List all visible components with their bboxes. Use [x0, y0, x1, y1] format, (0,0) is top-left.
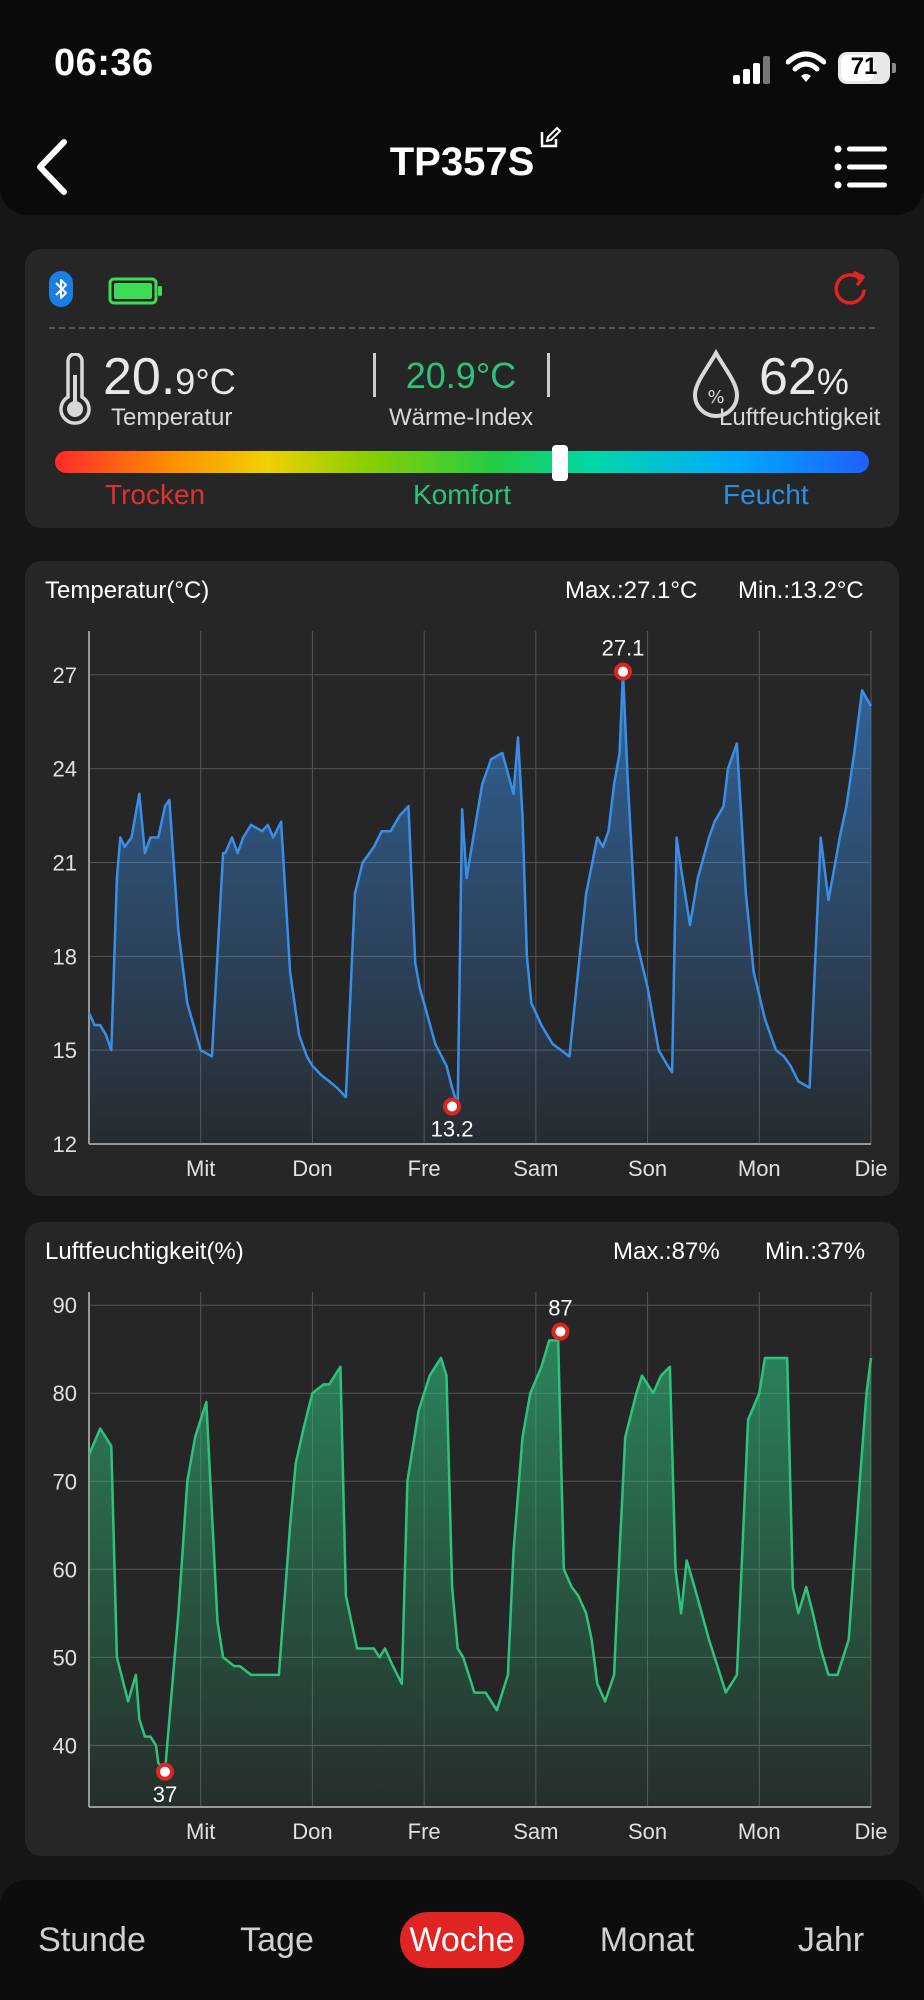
separator — [373, 353, 376, 397]
chart-max-label: Max.:27.1°C — [565, 577, 698, 604]
x-tick-label: Die — [854, 1156, 887, 1181]
y-tick-label: 18 — [53, 944, 77, 969]
divider — [49, 327, 875, 329]
temperature-value: 20.9°C — [103, 348, 236, 406]
chart-title: Temperatur(°C) — [45, 577, 210, 604]
x-tick-label: Sam — [513, 1819, 558, 1844]
heat-index-value: 20.9°C — [405, 355, 517, 396]
edit-name-icon[interactable] — [538, 126, 562, 150]
list-menu-icon — [834, 145, 887, 189]
battery-percent: 71 — [850, 53, 878, 80]
y-tick-label: 15 — [53, 1038, 77, 1063]
y-tick-label: 21 — [53, 850, 77, 875]
y-tick-label: 80 — [53, 1381, 77, 1406]
cellular-signal-icon — [733, 56, 773, 84]
max-marker — [613, 662, 632, 681]
temperature-chart[interactable]: 12 15 18 21 24 27 Mit Don Fre Sam Son Mon Die 27.1 13.… — [25, 561, 899, 1196]
temperature-label: Temperatur — [111, 404, 233, 431]
series-line — [87, 1339, 873, 1774]
series-area — [89, 1340, 871, 1807]
humidity-value: 62% — [759, 348, 849, 406]
x-tick-label: Mon — [738, 1156, 781, 1181]
thermometer-icon — [59, 353, 91, 425]
min-marker — [443, 1097, 462, 1116]
scale-label-dry: Trocken — [105, 479, 206, 510]
x-tick-label: Son — [628, 1819, 667, 1844]
comfort-scale-bar — [55, 451, 869, 473]
separator — [547, 353, 550, 397]
temperature-chart-card: Temperatur(°C) Max.:27.1°C Min.:13.2°C 1… — [25, 561, 899, 1196]
y-tick-label: 90 — [53, 1293, 77, 1318]
series-line — [87, 670, 873, 1108]
menu-button[interactable] — [834, 144, 888, 190]
humidity-drop-icon: % — [692, 349, 740, 418]
x-tick-label: Fre — [408, 1819, 441, 1844]
min-marker — [155, 1762, 174, 1781]
max-value-label: 27.1 — [602, 636, 645, 661]
refresh-icon[interactable] — [831, 269, 871, 309]
max-value-label: 87 — [548, 1296, 572, 1321]
chart-min-label: Min.:37% — [765, 1238, 866, 1265]
x-tick-label: Don — [292, 1156, 332, 1181]
humidity-chart[interactable]: 40 50 60 70 80 90 Mit Don Fre Sam Son Mon Die 87 37 — [25, 1222, 899, 1856]
x-tick-label: Fre — [408, 1156, 441, 1181]
battery-full-icon — [108, 277, 162, 305]
device-title[interactable]: TP357S — [389, 140, 535, 184]
wifi-icon — [786, 51, 826, 82]
x-tick-label: Mit — [186, 1156, 215, 1181]
chevron-left-icon — [37, 139, 67, 195]
y-tick-label: 50 — [53, 1645, 77, 1670]
x-tick-label: Sam — [513, 1156, 558, 1181]
humidity-chart-card: Luftfeuchtigkeit(%) Max.:87% Min.:37% 40… — [25, 1222, 899, 1856]
tab-jahr[interactable]: Jahr — [797, 1921, 865, 1959]
svg-text:%: % — [707, 387, 724, 408]
tab-woche[interactable]: Woche — [400, 1912, 524, 1968]
humidity-label: Luftfeuchtigkeit — [719, 404, 881, 431]
period-tab-bar: Stunde Tage Woche Monat Jahr — [0, 1880, 924, 2000]
scale-label-comfort: Komfort — [412, 479, 512, 510]
heat-index-label: Wärme-Index — [388, 404, 534, 431]
tab-monat[interactable]: Monat — [599, 1921, 695, 1959]
back-button[interactable] — [28, 134, 80, 200]
tab-tage[interactable]: Tage — [240, 1921, 314, 1959]
current-readings-card: 20.9°C Temperatur 20.9°C Wärme-Index % 6… — [25, 249, 899, 528]
tab-stunde[interactable]: Stunde — [38, 1921, 146, 1959]
x-tick-label: Die — [854, 1819, 887, 1844]
x-tick-label: Son — [628, 1156, 667, 1181]
scale-label-wet: Feucht — [723, 479, 809, 510]
x-tick-label: Don — [292, 1819, 332, 1844]
status-bar: 06:36 71 — [0, 0, 924, 120]
bluetooth-icon — [49, 271, 73, 307]
y-tick-label: 70 — [53, 1469, 77, 1494]
comfort-indicator — [551, 445, 568, 481]
y-tick-label: 40 — [53, 1733, 77, 1758]
max-marker — [551, 1322, 570, 1341]
chart-min-label: Min.:13.2°C — [738, 577, 864, 604]
series-area — [89, 671, 871, 1144]
min-value-label: 37 — [153, 1782, 177, 1807]
chart-title: Luftfeuchtigkeit(%) — [45, 1238, 244, 1265]
status-time: 06:36 — [54, 42, 154, 84]
y-tick-label: 60 — [53, 1557, 77, 1582]
min-value-label: 13.2 — [431, 1116, 474, 1141]
x-tick-label: Mon — [738, 1819, 781, 1844]
battery-status-icon: 71 — [838, 52, 896, 84]
nav-bar: TP357S — [0, 120, 924, 215]
y-tick-label: 27 — [53, 663, 77, 688]
y-tick-label: 24 — [53, 757, 77, 782]
chart-max-label: Max.:87% — [613, 1238, 720, 1265]
y-tick-label: 12 — [53, 1132, 77, 1157]
x-tick-label: Mit — [186, 1819, 215, 1844]
